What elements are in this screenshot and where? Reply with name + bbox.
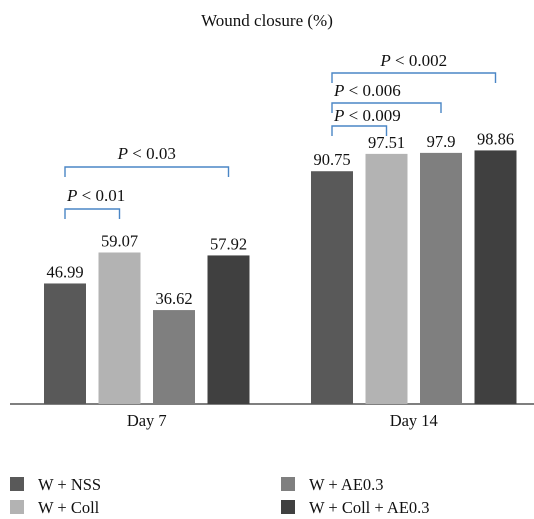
significance-bracket-1 [64,166,230,177]
legend-swatch-1 [10,500,24,514]
legend-swatch-3 [281,500,295,514]
bar-0-1 [98,252,141,404]
value-label-1-0: 90.75 [313,150,350,169]
x-tick-label-1: Day 14 [390,411,438,430]
bar-1-1 [365,153,408,404]
value-label-1-2: 97.9 [427,132,456,151]
significance-label-3: P < 0.006 [333,81,401,100]
legend-label-1: W + Coll [38,498,100,517]
chart-title: Wound closure (%) [201,11,333,30]
bar-1-3 [474,150,517,404]
legend-swatch-0 [10,477,24,491]
significance-label-2: P < 0.009 [333,106,401,125]
significance-label-4: P < 0.002 [379,51,447,70]
legend: W + NSS W + Coll W + AE0.3 W + Coll + AE0.3 [10,475,430,517]
value-label-1-1: 97.51 [368,133,405,152]
bar-1-0 [311,171,353,404]
significance-label-0: P < 0.01 [66,186,125,205]
significance-bracket-0 [64,208,121,219]
legend-label-2: W + AE0.3 [309,475,384,494]
bars-group [44,150,517,404]
bar-0-3 [207,255,250,404]
bar-1-2 [420,152,462,404]
value-label-0-1: 59.07 [101,231,138,250]
value-label-0-0: 46.99 [46,262,83,281]
significance-brackets-group: P < 0.01 P < 0.03 P < 0.009 P < 0.006 P < 0.… [64,51,497,219]
legend-label-3: W + Coll + AE0.3 [309,498,430,517]
value-label-0-2: 36.62 [155,289,192,308]
value-label-0-3: 57.92 [210,234,247,253]
x-tick-labels-group: Day 7 Day 14 [127,411,438,430]
significance-bracket-2 [331,125,388,136]
significance-bracket-3 [331,102,442,113]
value-label-1-3: 98.86 [477,129,514,148]
value-labels-group: 46.99 90.75 59.07 97.51 36.62 97.9 57.92 98.86 [46,129,514,308]
significance-bracket-4 [331,72,497,83]
bar-0-2 [153,310,195,404]
legend-swatch-2 [281,477,295,491]
significance-label-1: P < 0.03 [117,144,176,163]
x-tick-label-0: Day 7 [127,411,167,430]
bar-0-0 [44,283,86,404]
legend-label-0: W + NSS [38,475,101,494]
